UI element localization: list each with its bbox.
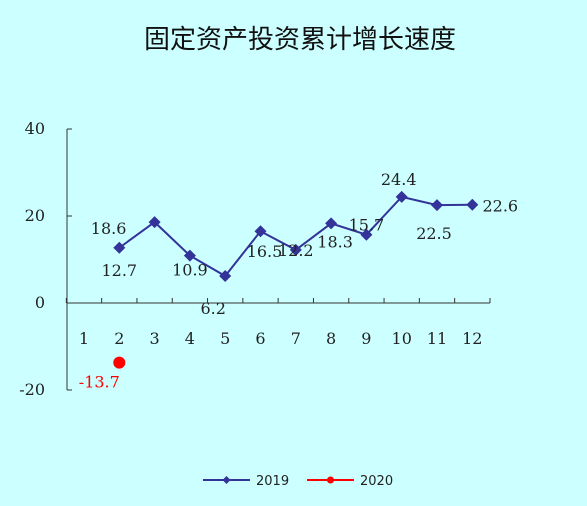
x-tick-label: 5: [220, 329, 230, 348]
data-label-2019: 12.7: [101, 261, 137, 280]
series-2019-point: [325, 217, 338, 230]
series-2019-point: [219, 270, 232, 283]
data-label-2019: 22.6: [482, 197, 518, 216]
data-label-2020: -13.7: [79, 373, 120, 392]
data-label-2019: 24.4: [381, 170, 417, 189]
series-2019-point: [466, 198, 479, 211]
y-tick-label: 20: [25, 206, 45, 225]
x-tick-label: 4: [185, 329, 195, 348]
series-2019-point: [360, 228, 373, 241]
data-label-2019: 15.7: [349, 216, 385, 235]
series-2019-point: [183, 249, 196, 262]
x-tick-label: 2: [114, 329, 124, 348]
y-tick-label: 40: [25, 119, 45, 138]
x-tick-label: 3: [150, 329, 160, 348]
x-tick-label: 11: [427, 329, 447, 348]
series-2019-point: [113, 241, 126, 254]
x-tick-label: 9: [361, 329, 371, 348]
data-label-2019: 6.2: [200, 299, 225, 318]
data-label-2019: 16.5: [247, 242, 283, 261]
series-2020-point: [113, 356, 126, 369]
series-2019-point: [148, 216, 161, 229]
series-layer: [113, 190, 479, 369]
legend-marker-2020: [327, 476, 334, 484]
legend-marker-2019: [222, 476, 231, 484]
y-tick-label: -20: [19, 380, 45, 399]
legend-label-2020: 2020: [360, 474, 393, 489]
x-tick-label: 6: [255, 329, 265, 348]
x-tick-label: 1: [79, 329, 89, 348]
legend-label-2019: 2019: [256, 474, 289, 489]
series-2019-point: [431, 199, 443, 212]
legend: 2019 2020: [203, 474, 393, 489]
data-labels: 12.7 18.6 10.9 6.2 16.512.2 18.315.7 24.4 22.5 2…: [79, 170, 518, 392]
data-label-2019: 18.6: [91, 219, 127, 238]
series-2019-point: [395, 190, 408, 203]
chart-title: 固定资产投资累计增长速度: [144, 25, 456, 55]
data-label-2019: 22.5: [416, 224, 452, 243]
x-tick-label: 12: [462, 329, 482, 348]
data-label-2019: 18.3: [317, 232, 353, 251]
data-label-2019: 10.9: [172, 261, 208, 280]
x-tick-label: 8: [326, 329, 336, 348]
data-label-2019: 12.2: [278, 241, 314, 260]
series-2019-point: [289, 243, 302, 256]
y-tick-label: 0: [35, 293, 45, 312]
x-tick-label: 10: [392, 329, 412, 348]
series-2019-point: [254, 225, 267, 238]
x-tick-label: 7: [291, 329, 301, 348]
